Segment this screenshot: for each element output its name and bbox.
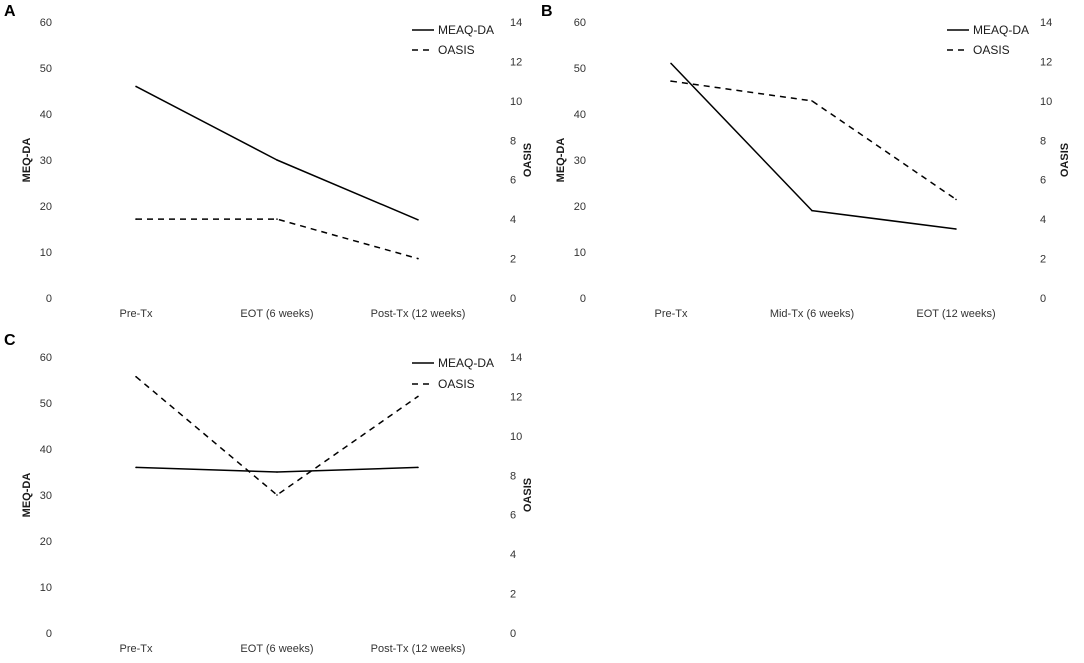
data-point-oasis xyxy=(276,494,278,496)
y-tick-label: 30 xyxy=(40,155,52,167)
y-tick-label: 40 xyxy=(40,444,52,456)
y2-tick-label: 14 xyxy=(510,352,522,364)
series-line-oasis xyxy=(670,80,957,201)
y-tick-label: 20 xyxy=(574,201,586,213)
data-point-meaq-da xyxy=(135,85,137,88)
legend: MEAQ-DA OASIS xyxy=(947,23,1029,57)
data-point-oasis xyxy=(135,218,137,220)
y-tick-label: 50 xyxy=(40,398,52,410)
y2-tick-label: 6 xyxy=(510,175,516,187)
data-point-meaq-da xyxy=(135,466,137,469)
data-point-oasis xyxy=(670,80,672,82)
category-label: Post-Tx (12 weeks) xyxy=(371,308,466,320)
category-label: EOT (6 weeks) xyxy=(240,643,313,655)
y2-tick-label: 8 xyxy=(510,470,516,482)
y2-tick-label: 10 xyxy=(510,431,522,443)
category-label: Mid-Tx (6 weeks) xyxy=(770,308,854,320)
legend-entry: OASIS xyxy=(438,43,475,57)
category-label: Post-Tx (12 weeks) xyxy=(371,643,466,655)
y-axis-title: MEQ-DA xyxy=(555,138,567,183)
legend-entry: OASIS xyxy=(973,43,1010,57)
y-tick-label: 10 xyxy=(574,247,586,259)
category-label: Pre-Tx xyxy=(655,308,689,320)
legend-entry: MEAQ-DA xyxy=(438,23,494,37)
series-line-oasis xyxy=(136,218,419,260)
y-tick-label: 10 xyxy=(40,247,52,259)
data-point-oasis xyxy=(135,375,137,378)
y2-tick-label: 2 xyxy=(510,589,516,601)
y-tick-label: 20 xyxy=(40,201,52,213)
category-label: Pre-Tx xyxy=(120,308,154,320)
y2-tick-label: 4 xyxy=(510,549,516,561)
y-axis-title: MEQ-DA xyxy=(21,138,33,183)
category-label: EOT (6 weeks) xyxy=(240,308,313,320)
data-point-meaq-da xyxy=(417,219,419,221)
y2-tick-label: 4 xyxy=(1040,214,1046,226)
data-point-meaq-da xyxy=(811,209,813,212)
y2-tick-label: 14 xyxy=(1040,17,1052,29)
y-tick-label: 50 xyxy=(574,63,586,75)
y-tick-label: 30 xyxy=(574,155,586,167)
y2-axis-title: OASIS xyxy=(522,478,534,512)
data-point-meaq-da xyxy=(417,466,419,469)
y2-axis-title: OASIS xyxy=(1059,143,1071,177)
data-point-meaq-da xyxy=(276,471,278,473)
y2-tick-label: 0 xyxy=(510,628,516,640)
chart-panel-c: C 0 10 20 30 40 50 60 0 2 4 6 8 10 12 14 MEQ-DA OASIS Pre-… xyxy=(4,332,534,655)
y2-tick-label: 12 xyxy=(1040,56,1052,68)
y-tick-label: 10 xyxy=(40,582,52,594)
y2-tick-label: 10 xyxy=(510,96,522,108)
series-line-meaq-da xyxy=(135,85,419,221)
y2-tick-label: 6 xyxy=(510,510,516,522)
series-line-meaq-da xyxy=(670,62,957,230)
y-tick-label: 40 xyxy=(40,109,52,121)
legend-entry: OASIS xyxy=(438,377,475,391)
legend: MEAQ-DA OASIS xyxy=(412,356,494,391)
legend: MEAQ-DA OASIS xyxy=(412,23,494,57)
panel-label: C xyxy=(4,332,16,349)
y-tick-label: 60 xyxy=(40,352,52,364)
data-point-oasis xyxy=(276,218,278,220)
data-point-meaq-da xyxy=(955,228,957,230)
category-label: Pre-Tx xyxy=(120,643,154,655)
y2-tick-label: 4 xyxy=(510,214,516,226)
y-tick-label: 60 xyxy=(40,17,52,29)
y-tick-label: 0 xyxy=(580,293,586,305)
y2-tick-label: 8 xyxy=(510,135,516,147)
chart-panel-b: B 0 10 20 30 40 50 60 0 2 4 6 8 10 12 14 MEQ-DA OASIS Pre-… xyxy=(541,3,1071,320)
y-tick-label: 20 xyxy=(40,536,52,548)
y-tick-label: 30 xyxy=(40,490,52,502)
y2-tick-label: 0 xyxy=(510,293,516,305)
panel-label: A xyxy=(4,3,16,20)
y2-tick-label: 10 xyxy=(1040,96,1052,108)
data-point-oasis xyxy=(417,395,419,398)
data-point-oasis xyxy=(417,257,419,260)
y-tick-label: 60 xyxy=(574,17,586,29)
y-tick-label: 40 xyxy=(574,109,586,121)
y2-tick-label: 8 xyxy=(1040,135,1046,147)
data-point-oasis xyxy=(955,198,957,201)
y-tick-label: 0 xyxy=(46,293,52,305)
y2-tick-label: 0 xyxy=(1040,293,1046,305)
chart-panel-a: A 0 10 20 30 40 50 60 0 2 4 6 8 10 12 14 MEQ-DA OASIS Pre-… xyxy=(4,3,534,320)
y2-tick-label: 2 xyxy=(1040,254,1046,266)
legend-entry: MEAQ-DA xyxy=(973,23,1029,37)
y2-tick-label: 2 xyxy=(510,254,516,266)
y2-tick-label: 14 xyxy=(510,17,522,29)
data-point-meaq-da xyxy=(670,62,672,65)
y2-tick-label: 12 xyxy=(510,391,522,403)
y2-axis-title: OASIS xyxy=(522,143,534,177)
panel-label: B xyxy=(541,3,553,20)
legend-entry: MEAQ-DA xyxy=(438,356,494,370)
data-point-oasis xyxy=(811,100,813,102)
data-point-meaq-da xyxy=(276,159,278,161)
y2-tick-label: 12 xyxy=(510,56,522,68)
y-axis-title: MEQ-DA xyxy=(21,473,33,518)
y-tick-label: 50 xyxy=(40,63,52,75)
y-tick-label: 0 xyxy=(46,628,52,640)
y2-tick-label: 6 xyxy=(1040,175,1046,187)
series-line-oasis xyxy=(135,376,419,496)
category-label: EOT (12 weeks) xyxy=(916,308,995,320)
